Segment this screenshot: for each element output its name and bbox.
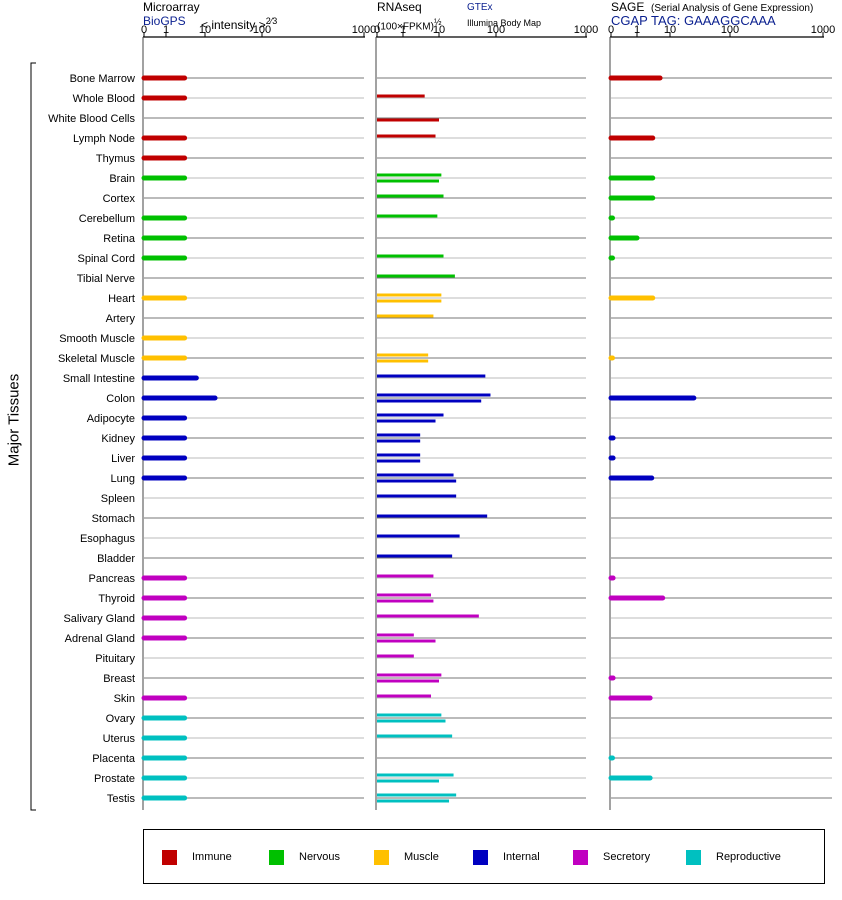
rnaseq-tick-label-2: 10 <box>433 24 445 36</box>
legend-label-immune: Immune <box>192 851 232 863</box>
tissue-label: Placenta <box>92 753 136 765</box>
rnaseq-tick-label-0: 0 <box>374 24 380 36</box>
tissue-label: Spinal Cord <box>78 253 135 265</box>
sage-tag: CGAP TAG: GAAAGGCAAA <box>611 13 776 28</box>
tissue-label: Testis <box>107 793 136 805</box>
tissue-label: Thymus <box>96 153 136 165</box>
microarray-scale: < intensity >2⁄3 <box>201 14 277 32</box>
tissue-label: Brain <box>109 173 135 185</box>
tissue-label: Small Intestine <box>63 373 135 385</box>
tissue-label: Artery <box>106 313 136 325</box>
tissue-label: Adrenal Gland <box>65 633 135 645</box>
tissue-label: Bone Marrow <box>70 73 135 85</box>
tissue-label: Lymph Node <box>73 133 135 145</box>
tissue-label: Lung <box>111 473 135 485</box>
sage-title-label: SAGE <box>611 0 645 14</box>
microarray-tick-label-3: 100 <box>253 24 271 36</box>
legend-item-internal: Internal <box>473 849 540 865</box>
legend-swatch-secretory <box>573 849 588 865</box>
legend: Immune Nervous Muscle Internal Secretory… <box>143 829 825 884</box>
legend-item-secretory: Secretory <box>573 849 650 865</box>
legend-item-reproductive: Reproductive <box>686 849 781 865</box>
illumina-body-map-label: Illumina Body Map <box>467 18 542 28</box>
rnaseq-units: (100×FPKM)½ <box>377 15 441 34</box>
legend-item-immune: Immune <box>162 849 232 865</box>
gtex-label: GTEx <box>467 2 493 13</box>
tissue-label: Stomach <box>92 513 135 525</box>
sage-title: SAGE (Serial Analysis of Gene Expression… <box>611 0 813 16</box>
microarray-exponent: 2⁄3 <box>265 16 278 26</box>
sage-tick-label-1: 1 <box>634 24 640 36</box>
sage-tick-label-2: 10 <box>664 24 676 36</box>
legend-swatch-muscle <box>374 849 389 865</box>
tissue-label: Colon <box>106 393 135 405</box>
tissue-label: Skeletal Muscle <box>58 353 135 365</box>
tissue-label: Prostate <box>94 773 135 785</box>
tissue-label: Esophagus <box>80 533 136 545</box>
tissue-label: Smooth Muscle <box>59 333 135 345</box>
rnaseq-units-label: (100×FPKM) <box>377 21 434 33</box>
legend-label-reproductive: Reproductive <box>716 851 781 863</box>
tissue-label: Tibial Nerve <box>77 273 135 285</box>
microarray-tick-label-4: 1000 <box>352 24 376 36</box>
legend-item-muscle: Muscle <box>374 849 439 865</box>
rnaseq-exponent: ½ <box>433 17 442 27</box>
tissue-label: Kidney <box>101 433 135 445</box>
sage-tick-label-4: 1000 <box>811 24 835 36</box>
tissue-label: Ovary <box>106 713 136 725</box>
microarray-tick-label-0: 0 <box>141 24 147 36</box>
rnaseq-tick-label-4: 1000 <box>574 24 598 36</box>
microarray-title: Microarray <box>143 0 200 14</box>
tissue-label: Bladder <box>97 553 135 565</box>
legend-swatch-immune <box>162 849 177 865</box>
y-axis-label: Major Tissues <box>5 373 23 467</box>
legend-swatch-nervous <box>269 849 284 865</box>
tissue-label: Uterus <box>103 733 136 745</box>
tissue-label: Whole Blood <box>73 93 135 105</box>
microarray-scale-label: < intensity > <box>201 18 266 32</box>
tissue-label: Pancreas <box>89 573 136 585</box>
tissue-label: Breast <box>103 673 135 685</box>
tissue-label: Adipocyte <box>87 413 135 425</box>
legend-swatch-reproductive <box>686 849 701 865</box>
tissue-label: Retina <box>103 233 136 245</box>
legend-label-muscle: Muscle <box>404 851 439 863</box>
tissues-bracket <box>30 62 36 811</box>
rnaseq-title: RNAseq <box>377 0 422 14</box>
legend-swatch-internal <box>473 849 488 865</box>
legend-label-secretory: Secretory <box>603 851 651 863</box>
legend-label-internal: Internal <box>503 851 540 863</box>
tissue-label: Cerebellum <box>79 213 135 225</box>
legend-label-nervous: Nervous <box>299 851 340 863</box>
sage-tick-label-0: 0 <box>608 24 614 36</box>
tissue-label: Cortex <box>103 193 136 205</box>
tissue-label: Spleen <box>101 493 135 505</box>
tissue-label: Salivary Gland <box>63 613 135 625</box>
legend-item-nervous: Nervous <box>269 849 340 865</box>
tissue-label: Heart <box>108 293 135 305</box>
rnaseq-tick-label-3: 100 <box>487 24 505 36</box>
microarray-source: BioGPS <box>143 14 186 28</box>
tissue-label: Pituitary <box>95 653 135 665</box>
sage-tick-label-3: 100 <box>721 24 739 36</box>
tissue-label: Liver <box>111 453 135 465</box>
rnaseq-tick-label-1: 1 <box>400 24 406 36</box>
tissue-label: Skin <box>114 693 135 705</box>
tissue-label: White Blood Cells <box>48 113 135 125</box>
microarray-tick-label-1: 1 <box>163 24 169 36</box>
microarray-tick-label-2: 10 <box>199 24 211 36</box>
sage-subtitle: (Serial Analysis of Gene Expression) <box>651 3 814 14</box>
tissue-label: Thyroid <box>98 593 135 605</box>
